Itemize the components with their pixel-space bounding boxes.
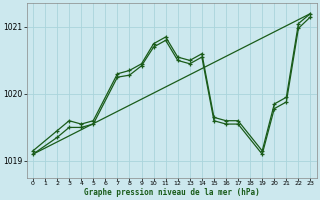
X-axis label: Graphe pression niveau de la mer (hPa): Graphe pression niveau de la mer (hPa) (84, 188, 260, 197)
